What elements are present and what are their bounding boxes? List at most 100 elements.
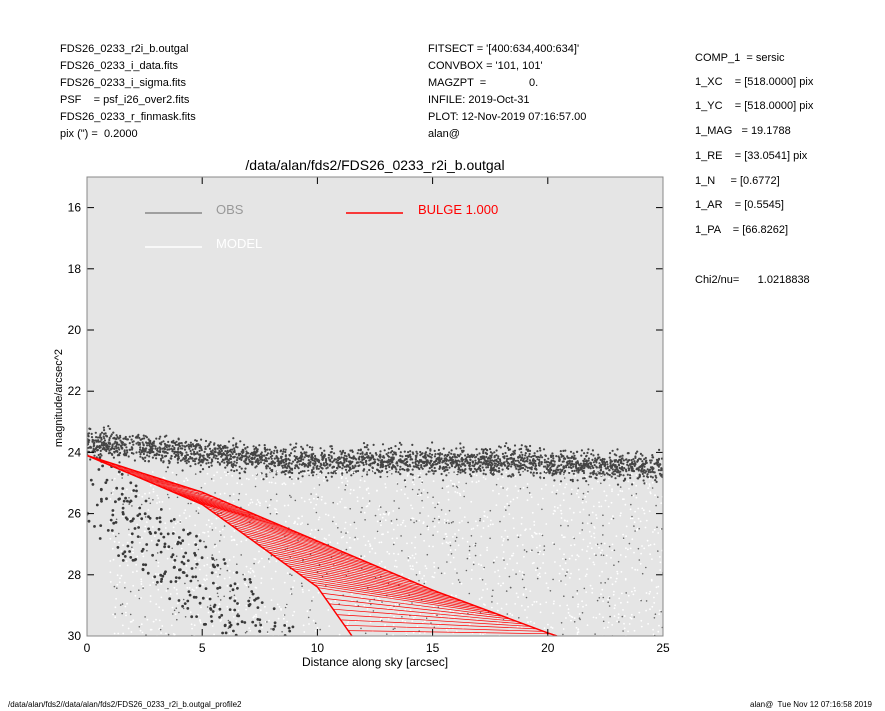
obs-point — [606, 472, 608, 474]
obs-point — [588, 460, 590, 462]
obs-point — [401, 550, 403, 552]
model-point — [611, 488, 613, 490]
model-point — [380, 514, 382, 516]
obs-point — [250, 590, 253, 593]
obs-point — [470, 475, 472, 477]
obs-point — [359, 453, 361, 455]
obs-point — [517, 456, 519, 458]
model-point — [634, 521, 636, 523]
obs-point — [609, 616, 611, 618]
obs-point — [556, 493, 558, 495]
model-point — [157, 573, 159, 575]
obs-point — [291, 448, 293, 450]
obs-point — [475, 545, 477, 547]
model-point — [531, 535, 533, 537]
model-point — [313, 620, 315, 622]
obs-point — [559, 473, 561, 475]
obs-point — [220, 599, 222, 601]
obs-point — [308, 475, 310, 477]
obs-point — [143, 435, 145, 437]
obs-point — [156, 543, 159, 546]
model-point — [131, 491, 133, 493]
model-point — [647, 487, 649, 489]
obs-point — [167, 545, 170, 548]
obs-point — [547, 461, 549, 463]
obs-point — [212, 610, 215, 613]
obs-point — [263, 462, 265, 464]
model-point — [647, 540, 649, 542]
model-point — [652, 482, 654, 484]
obs-point — [230, 469, 232, 471]
model-point — [244, 583, 246, 585]
model-point — [347, 480, 349, 482]
obs-point — [204, 546, 207, 549]
obs-point — [384, 461, 386, 463]
obs-point — [491, 462, 493, 464]
obs-point — [361, 462, 363, 464]
model-point — [577, 633, 579, 635]
model-point — [157, 565, 159, 567]
obs-point — [269, 449, 271, 451]
obs-point — [494, 456, 496, 458]
obs-point — [522, 579, 524, 581]
model-point — [319, 517, 321, 519]
obs-point — [643, 479, 645, 481]
model-point — [521, 517, 523, 519]
obs-point — [228, 621, 231, 624]
model-point — [561, 517, 563, 519]
model-point — [278, 618, 280, 620]
model-point — [118, 542, 120, 544]
obs-point — [291, 463, 293, 465]
model-point — [396, 490, 398, 492]
obs-point — [157, 552, 159, 554]
model-point — [232, 539, 234, 541]
model-point — [538, 553, 540, 555]
obs-point — [483, 461, 485, 463]
obs-point — [279, 666, 282, 669]
obs-point — [529, 461, 531, 463]
model-point — [434, 526, 436, 528]
obs-point — [326, 479, 328, 481]
model-point — [144, 531, 146, 533]
model-point — [500, 486, 502, 488]
obs-point — [280, 666, 283, 669]
model-point — [255, 478, 257, 480]
model-point — [383, 513, 385, 515]
model-point — [206, 575, 208, 577]
obs-point — [122, 552, 125, 555]
obs-point — [495, 460, 497, 462]
obs-point — [212, 565, 215, 568]
obs-point — [309, 464, 311, 466]
model-point — [349, 537, 351, 539]
obs-point — [393, 500, 395, 502]
model-point — [487, 516, 489, 518]
obs-point — [235, 464, 237, 466]
obs-point — [394, 453, 396, 455]
obs-point — [531, 463, 533, 465]
model-point — [229, 559, 231, 561]
model-point — [325, 514, 327, 516]
obs-point — [493, 562, 495, 564]
model-point — [336, 471, 338, 473]
model-point — [598, 638, 600, 640]
obs-point — [204, 458, 206, 460]
obs-point — [401, 468, 403, 470]
obs-point — [154, 531, 157, 534]
model-point — [585, 604, 587, 606]
obs-point — [398, 508, 400, 510]
obs-point — [661, 528, 663, 530]
model-point — [517, 596, 519, 598]
obs-point — [463, 446, 465, 448]
obs-point — [239, 636, 241, 638]
model-point — [643, 548, 645, 550]
model-point — [398, 612, 400, 614]
obs-point — [233, 461, 235, 463]
obs-point — [571, 470, 573, 472]
obs-point — [403, 469, 405, 471]
obs-point — [172, 532, 175, 535]
model-point — [484, 511, 486, 513]
obs-point — [107, 529, 110, 532]
obs-point — [491, 595, 493, 597]
model-point — [444, 572, 446, 574]
obs-point — [582, 612, 584, 614]
